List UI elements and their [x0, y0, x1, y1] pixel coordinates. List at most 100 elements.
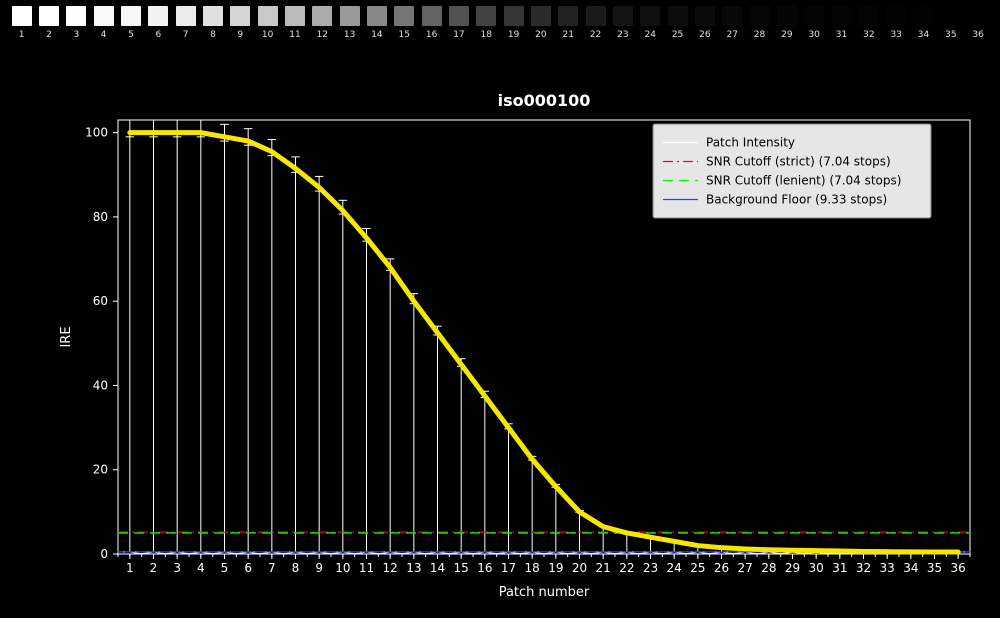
patch-label: 16: [426, 30, 437, 40]
x-tick-label: 25: [690, 561, 705, 575]
x-tick-label: 28: [761, 561, 776, 575]
swatch: [203, 6, 223, 26]
patch-label: 4: [101, 30, 107, 40]
x-tick-label: 17: [501, 561, 516, 575]
legend-label: Background Floor (9.33 stops): [706, 193, 887, 207]
x-tick-label: 14: [430, 561, 445, 575]
legend-label: SNR Cutoff (strict) (7.04 stops): [706, 155, 891, 169]
patch-swatch: 29: [773, 6, 800, 46]
patch-label: 23: [617, 30, 628, 40]
patch-swatch: 8: [199, 6, 226, 46]
y-tick-label: 40: [93, 378, 108, 392]
patch-label: 18: [481, 30, 492, 40]
x-tick-label: 30: [809, 561, 824, 575]
swatch: [422, 6, 442, 26]
x-tick-label: 32: [856, 561, 871, 575]
patch-swatch: 22: [582, 6, 609, 46]
patch-swatch: 9: [227, 6, 254, 46]
x-tick-label: 16: [477, 561, 492, 575]
swatch: [394, 6, 414, 26]
swatch: [750, 6, 770, 26]
x-tick-label: 3: [173, 561, 181, 575]
swatch: [39, 6, 59, 26]
patch-label: 11: [289, 30, 300, 40]
patch-label: 36: [972, 30, 983, 40]
swatch: [804, 6, 824, 26]
patch-label: 8: [210, 30, 216, 40]
patch-swatch: 28: [746, 6, 773, 46]
swatch: [66, 6, 86, 26]
patch-label: 15: [399, 30, 410, 40]
patch-label: 6: [155, 30, 161, 40]
patch-label: 17: [453, 30, 464, 40]
patch-label: 22: [590, 30, 601, 40]
swatch: [668, 6, 688, 26]
patch-label: 34: [918, 30, 929, 40]
patch-swatch: 3: [63, 6, 90, 46]
patch-swatch: 5: [117, 6, 144, 46]
x-tick-label: 27: [738, 561, 753, 575]
patch-swatch: 31: [828, 6, 855, 46]
patch-swatch: 15: [391, 6, 418, 46]
y-tick-label: 20: [93, 463, 108, 477]
swatch: [230, 6, 250, 26]
x-tick-label: 21: [596, 561, 611, 575]
x-tick-label: 18: [525, 561, 540, 575]
patch-swatch: 25: [664, 6, 691, 46]
patch-swatch: 18: [473, 6, 500, 46]
patch-label: 1: [19, 30, 25, 40]
swatch: [968, 6, 988, 26]
x-tick-label: 4: [197, 561, 205, 575]
patch-label: 25: [672, 30, 683, 40]
patch-label: 28: [754, 30, 765, 40]
swatch: [312, 6, 332, 26]
y-axis-label: IRE: [59, 326, 74, 347]
x-tick-label: 20: [572, 561, 587, 575]
legend-label: SNR Cutoff (lenient) (7.04 stops): [706, 174, 901, 188]
patch-label: 27: [726, 30, 737, 40]
patch-label: 10: [262, 30, 273, 40]
patch-label: 7: [183, 30, 189, 40]
patch-label: 21: [563, 30, 574, 40]
swatch: [613, 6, 633, 26]
patch-swatch: 36: [964, 6, 991, 46]
y-tick-label: 100: [85, 126, 108, 140]
y-tick-label: 80: [93, 210, 108, 224]
swatch: [476, 6, 496, 26]
patch-swatch: 21: [555, 6, 582, 46]
swatch: [285, 6, 305, 26]
patch-swatch: 7: [172, 6, 199, 46]
swatch: [941, 6, 961, 26]
x-tick-label: 31: [832, 561, 847, 575]
swatch: [449, 6, 469, 26]
swatch: [504, 6, 524, 26]
swatch: [340, 6, 360, 26]
x-tick-label: 23: [643, 561, 658, 575]
swatch: [258, 6, 278, 26]
x-tick-label: 1: [126, 561, 134, 575]
patch-label: 29: [781, 30, 792, 40]
patch-label: 24: [644, 30, 655, 40]
x-tick-label: 15: [454, 561, 469, 575]
x-tick-label: 22: [619, 561, 634, 575]
patch-swatch: 26: [691, 6, 718, 46]
patch-swatch: 10: [254, 6, 281, 46]
x-tick-label: 34: [903, 561, 918, 575]
patch-swatch: 11: [281, 6, 308, 46]
x-tick-label: 5: [221, 561, 229, 575]
x-tick-label: 26: [714, 561, 729, 575]
swatch: [722, 6, 742, 26]
patch-label: 32: [863, 30, 874, 40]
swatch: [832, 6, 852, 26]
patch-label: 35: [945, 30, 956, 40]
x-tick-label: 19: [548, 561, 563, 575]
patch-swatch-strip: 1234567891011121314151617181920212223242…: [8, 6, 992, 46]
x-axis-label: Patch number: [499, 585, 590, 600]
ire-chart: iso0001000204060801001234567891011121314…: [0, 66, 1000, 618]
patch-label: 30: [808, 30, 819, 40]
x-tick-label: 36: [951, 561, 966, 575]
patch-swatch: 35: [937, 6, 964, 46]
patch-label: 31: [836, 30, 847, 40]
swatch: [367, 6, 387, 26]
swatch: [94, 6, 114, 26]
